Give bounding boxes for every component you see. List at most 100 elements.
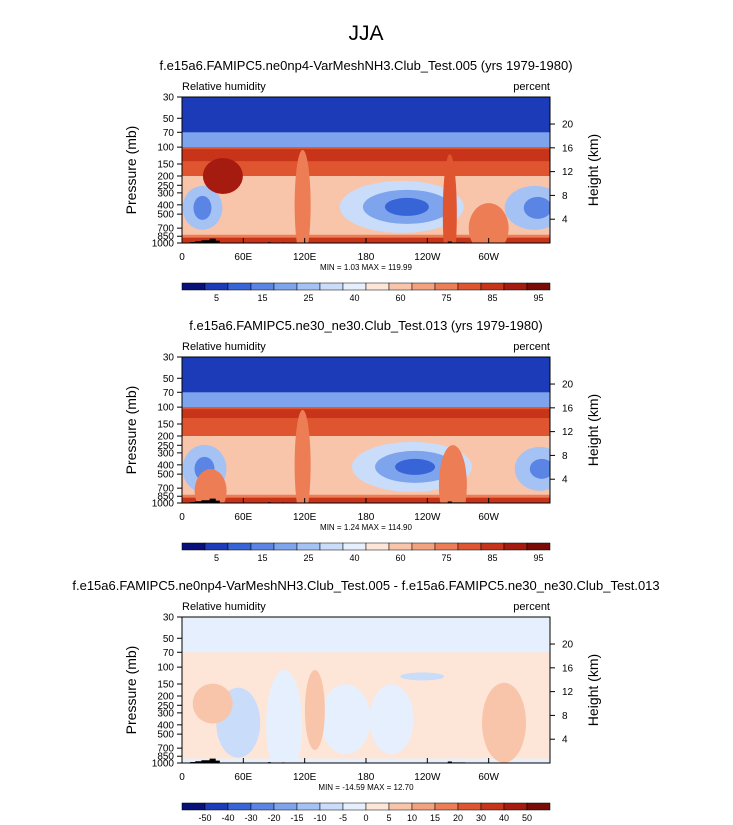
x-tick-label: 60E (234, 512, 252, 523)
x-tick-label: 60E (234, 772, 252, 783)
y-tick-label: 70 (163, 128, 175, 139)
y-tick-label: 30 (163, 353, 175, 364)
y-tick-label: 1000 (152, 759, 175, 770)
x-tick-label: 180 (358, 252, 375, 263)
y2-axis-title: Height (km) (585, 394, 601, 466)
colorbar-label: 15 (257, 553, 267, 563)
y-tick-label: 300 (157, 188, 174, 199)
y-tick-label: 400 (157, 460, 174, 471)
y-tick-label: 1000 (152, 499, 175, 510)
contour-field (182, 357, 550, 503)
colorbar-label: 95 (533, 553, 543, 563)
colorbar-label: 5 (214, 293, 219, 303)
colorbar-label: -20 (267, 813, 280, 823)
y-tick-label: 250 (157, 701, 174, 712)
colorbar-label: -15 (290, 813, 303, 823)
colorbar-swatch (434, 542, 459, 551)
y2-tick-label: 16 (562, 403, 574, 414)
min-max-stats: MIN = -14.59 MAX = 12.70 (318, 783, 414, 792)
y2-tick-label: 4 (562, 735, 568, 746)
y-tick-label: 1000 (152, 239, 175, 250)
y-tick-label: 250 (157, 441, 174, 452)
colorbar-swatch (342, 802, 367, 811)
y2-tick-label: 4 (562, 475, 568, 486)
x-tick-label: 120W (414, 512, 441, 523)
colorbar-label: 5 (214, 553, 219, 563)
colorbar-swatch (526, 802, 551, 811)
colorbar-swatch (319, 282, 344, 291)
colorbar-swatch (296, 802, 321, 811)
colorbar-label: 40 (349, 293, 359, 303)
colorbar-swatch (181, 802, 206, 811)
field-stratosphere-edge (182, 132, 550, 148)
colorbar-label: 60 (395, 293, 405, 303)
y2-tick-label: 8 (562, 711, 568, 722)
colorbar-swatch (526, 282, 551, 291)
y-tick-label: 100 (157, 663, 174, 674)
colorbar-label: -50 (198, 813, 211, 823)
y-tick-label: 100 (157, 403, 174, 414)
y-tick-label: 700 (157, 744, 174, 755)
right-label: percent (513, 601, 550, 613)
y2-tick-label: 8 (562, 451, 568, 462)
colorbar-swatch (388, 802, 413, 811)
y-tick-label: 150 (157, 160, 174, 171)
field-positive (482, 682, 526, 763)
y-tick-label: 150 (157, 420, 174, 431)
y-tick-label: 850 (157, 492, 174, 503)
colorbar-swatch (388, 282, 413, 291)
colorbar-swatch (273, 282, 298, 291)
chart-title: f.e15a6.FAMIPC5.ne0np4-VarMeshNH3.Club_T… (159, 58, 572, 73)
y-tick-label: 50 (163, 114, 175, 125)
y-tick-label: 500 (157, 730, 174, 741)
right-label: percent (513, 81, 550, 93)
x-tick-label: 60W (478, 512, 499, 523)
x-tick-label: 0 (179, 252, 185, 263)
x-tick-label: 120W (414, 252, 441, 263)
field-dry-pacific-core (395, 458, 436, 475)
min-max-stats: MIN = 1.24 MAX = 114.90 (320, 523, 412, 532)
colorbar-label: -5 (339, 813, 347, 823)
x-tick-label: 60W (478, 252, 499, 263)
left-label: Relative humidity (182, 601, 266, 613)
colorbar-label: 50 (522, 813, 532, 823)
colorbar-swatch (204, 282, 229, 291)
chart-panel-2: f.e15a6.FAMIPC5.ne30_ne30.Club_Test.013 … (123, 318, 601, 563)
colorbar-swatch (411, 802, 436, 811)
y-tick-label: 850 (157, 752, 174, 763)
colorbar-label: 85 (487, 553, 497, 563)
right-label: percent (513, 341, 550, 353)
colorbar-swatch (250, 542, 275, 551)
y-tick-label: 30 (163, 93, 175, 104)
colorbar: 5 15 25 40 60 75 85 95 (181, 282, 551, 303)
topography-asia (190, 498, 220, 503)
colorbar-label: -30 (244, 813, 257, 823)
colorbar-label: 25 (303, 553, 313, 563)
colorbar-swatch (342, 282, 367, 291)
y-tick-label: 400 (157, 720, 174, 731)
y-tick-label: 150 (157, 680, 174, 691)
colorbar-swatch (503, 802, 528, 811)
x-tick-label: 120E (293, 252, 317, 263)
field-stratosphere (182, 617, 550, 653)
y-tick-label: 50 (163, 374, 175, 385)
colorbar-swatch (526, 542, 551, 551)
colorbar-label: 25 (303, 293, 313, 303)
y-axis-title: Pressure (mb) (123, 646, 139, 735)
x-tick-label: 180 (358, 772, 375, 783)
colorbar-label: 5 (386, 813, 391, 823)
colorbar-swatch (457, 542, 482, 551)
colorbar-swatch (365, 542, 390, 551)
field-negative (266, 669, 303, 763)
colorbar-label: 85 (487, 293, 497, 303)
y2-tick-label: 16 (562, 143, 574, 154)
y-tick-label: 70 (163, 648, 175, 659)
y-tick-label: 500 (157, 210, 174, 221)
field-moist-column (202, 157, 243, 194)
x-tick-label: 120E (293, 512, 317, 523)
colorbar-swatch (227, 282, 252, 291)
colorbar-swatch (296, 542, 321, 551)
field-moist-column (294, 149, 311, 243)
colorbar-swatch (503, 542, 528, 551)
y2-axis-title: Height (km) (585, 134, 601, 206)
